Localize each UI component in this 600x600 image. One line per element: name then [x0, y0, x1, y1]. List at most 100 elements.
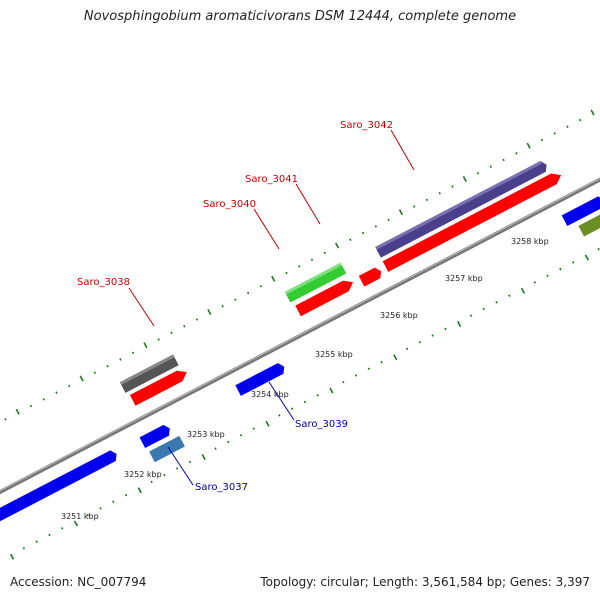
tick-mark	[137, 487, 142, 494]
tick-mark	[157, 338, 160, 341]
tick-mark	[239, 434, 243, 437]
scale-label-3254: 3254 kbp	[251, 390, 289, 399]
tick-mark	[4, 418, 7, 421]
tick-mark	[489, 165, 492, 168]
scale-label-3253: 3253 kbp	[187, 430, 225, 439]
reverse-genes	[0, 195, 600, 525]
tick-mark	[425, 198, 429, 202]
gene-label-saro-3040: Saro_3040	[203, 199, 280, 250]
tick-mark	[515, 152, 518, 155]
backbone-highlight	[0, 139, 600, 501]
tick-mark	[188, 460, 192, 464]
tick-mark	[55, 391, 58, 394]
tick-mark	[183, 324, 186, 328]
gene-saro-3038[interactable]	[119, 354, 179, 393]
tick-mark	[418, 340, 422, 344]
gene-label-text-3041: Saro_3041	[245, 174, 298, 185]
tick-mark	[86, 513, 89, 517]
tick-mark	[73, 520, 79, 527]
tick-mark	[285, 271, 288, 275]
tick-mark	[387, 218, 390, 222]
tick-mark	[290, 407, 294, 410]
tick-mark	[571, 261, 575, 264]
tick-mark	[246, 291, 250, 295]
tick-row-top	[4, 109, 595, 421]
tick-mark	[9, 553, 15, 560]
gene-olive[interactable]	[578, 205, 600, 237]
tick-mark	[597, 247, 600, 251]
tick-mark	[124, 493, 128, 497]
tick-mark	[329, 387, 334, 394]
gene-blue-right[interactable]	[561, 195, 600, 227]
tick-mark	[508, 294, 511, 297]
gene-red-b[interactable]	[295, 277, 356, 317]
tick-mark	[323, 251, 326, 255]
tick-mark	[559, 267, 562, 271]
scale-label-3258: 3258 kbp	[511, 237, 549, 246]
tick-mark	[334, 242, 340, 249]
tick-mark	[380, 360, 383, 364]
gene-label-saro-3038: Saro_3038	[77, 277, 155, 327]
gene-saro-3041[interactable]	[358, 266, 384, 287]
tick-mark	[502, 158, 505, 162]
tick-mark	[451, 185, 454, 188]
tick-mark	[462, 175, 467, 183]
tick-mark	[476, 171, 480, 175]
gene-label-text-3040: Saro_3040	[203, 199, 256, 210]
scale-label-3255: 3255 kbp	[315, 350, 353, 359]
gene-saro-3040-shade	[284, 262, 343, 295]
tick-mark	[367, 367, 370, 371]
tick-mark	[227, 440, 230, 444]
genome-title: Novosphingobium aromaticivorans DSM 1244…	[83, 9, 517, 24]
tick-mark	[566, 125, 569, 128]
gene-saro-3040[interactable]	[284, 262, 347, 303]
tick-mark	[374, 225, 378, 228]
gene-saro-3042-shade	[375, 161, 542, 250]
tick-mark	[207, 308, 212, 316]
gene-label-saro-3039: Saro_3039	[268, 381, 348, 430]
tick-mark	[176, 467, 179, 470]
gene-saro-3037[interactable]	[149, 435, 185, 463]
gene-blue-small[interactable]	[139, 423, 173, 449]
tick-mark	[457, 320, 462, 328]
tick-mark	[79, 375, 84, 382]
gene-red-a[interactable]	[129, 367, 190, 406]
scale-label-3256: 3256 kbp	[380, 311, 418, 320]
tick-mark	[310, 258, 314, 261]
tick-mark	[170, 331, 173, 335]
gene-label-saro-3037: Saro_3037	[167, 446, 248, 493]
tick-mark	[361, 231, 365, 235]
tick-mark	[412, 205, 416, 208]
tick-mark	[119, 358, 122, 361]
tick-mark	[35, 540, 38, 543]
gene-label-text-3039: Saro_3039	[295, 419, 348, 430]
tick-mark	[316, 394, 319, 397]
tick-mark	[106, 364, 109, 368]
tick-mark	[195, 318, 199, 321]
gene-saro-3038-shade	[119, 354, 175, 385]
tick-mark	[143, 342, 148, 349]
tick-mark	[342, 380, 345, 384]
gene-label-saro-3041: Saro_3041	[245, 174, 321, 225]
tick-mark	[540, 138, 544, 142]
tick-mark	[99, 507, 102, 510]
tick-mark	[398, 209, 404, 216]
tick-mark	[42, 398, 45, 401]
tick-mark	[469, 314, 473, 317]
tick-mark	[214, 447, 217, 450]
forward-genes	[119, 159, 564, 406]
gene-saro-3039[interactable]	[235, 361, 287, 396]
tick-mark	[533, 281, 536, 284]
gene-saro-3042[interactable]	[375, 159, 549, 258]
tick-mark	[252, 427, 255, 430]
tick-mark	[405, 347, 409, 351]
gene-blue-left[interactable]	[0, 449, 119, 525]
tick-mark	[131, 351, 135, 355]
tick-mark	[29, 404, 33, 408]
gene-red-c[interactable]	[382, 170, 564, 272]
tick-mark	[271, 275, 276, 282]
tick-mark	[221, 304, 224, 308]
gene-label-saro-3042: Saro_3042	[340, 120, 415, 171]
tick-mark	[234, 298, 237, 301]
tick-mark	[259, 285, 263, 288]
